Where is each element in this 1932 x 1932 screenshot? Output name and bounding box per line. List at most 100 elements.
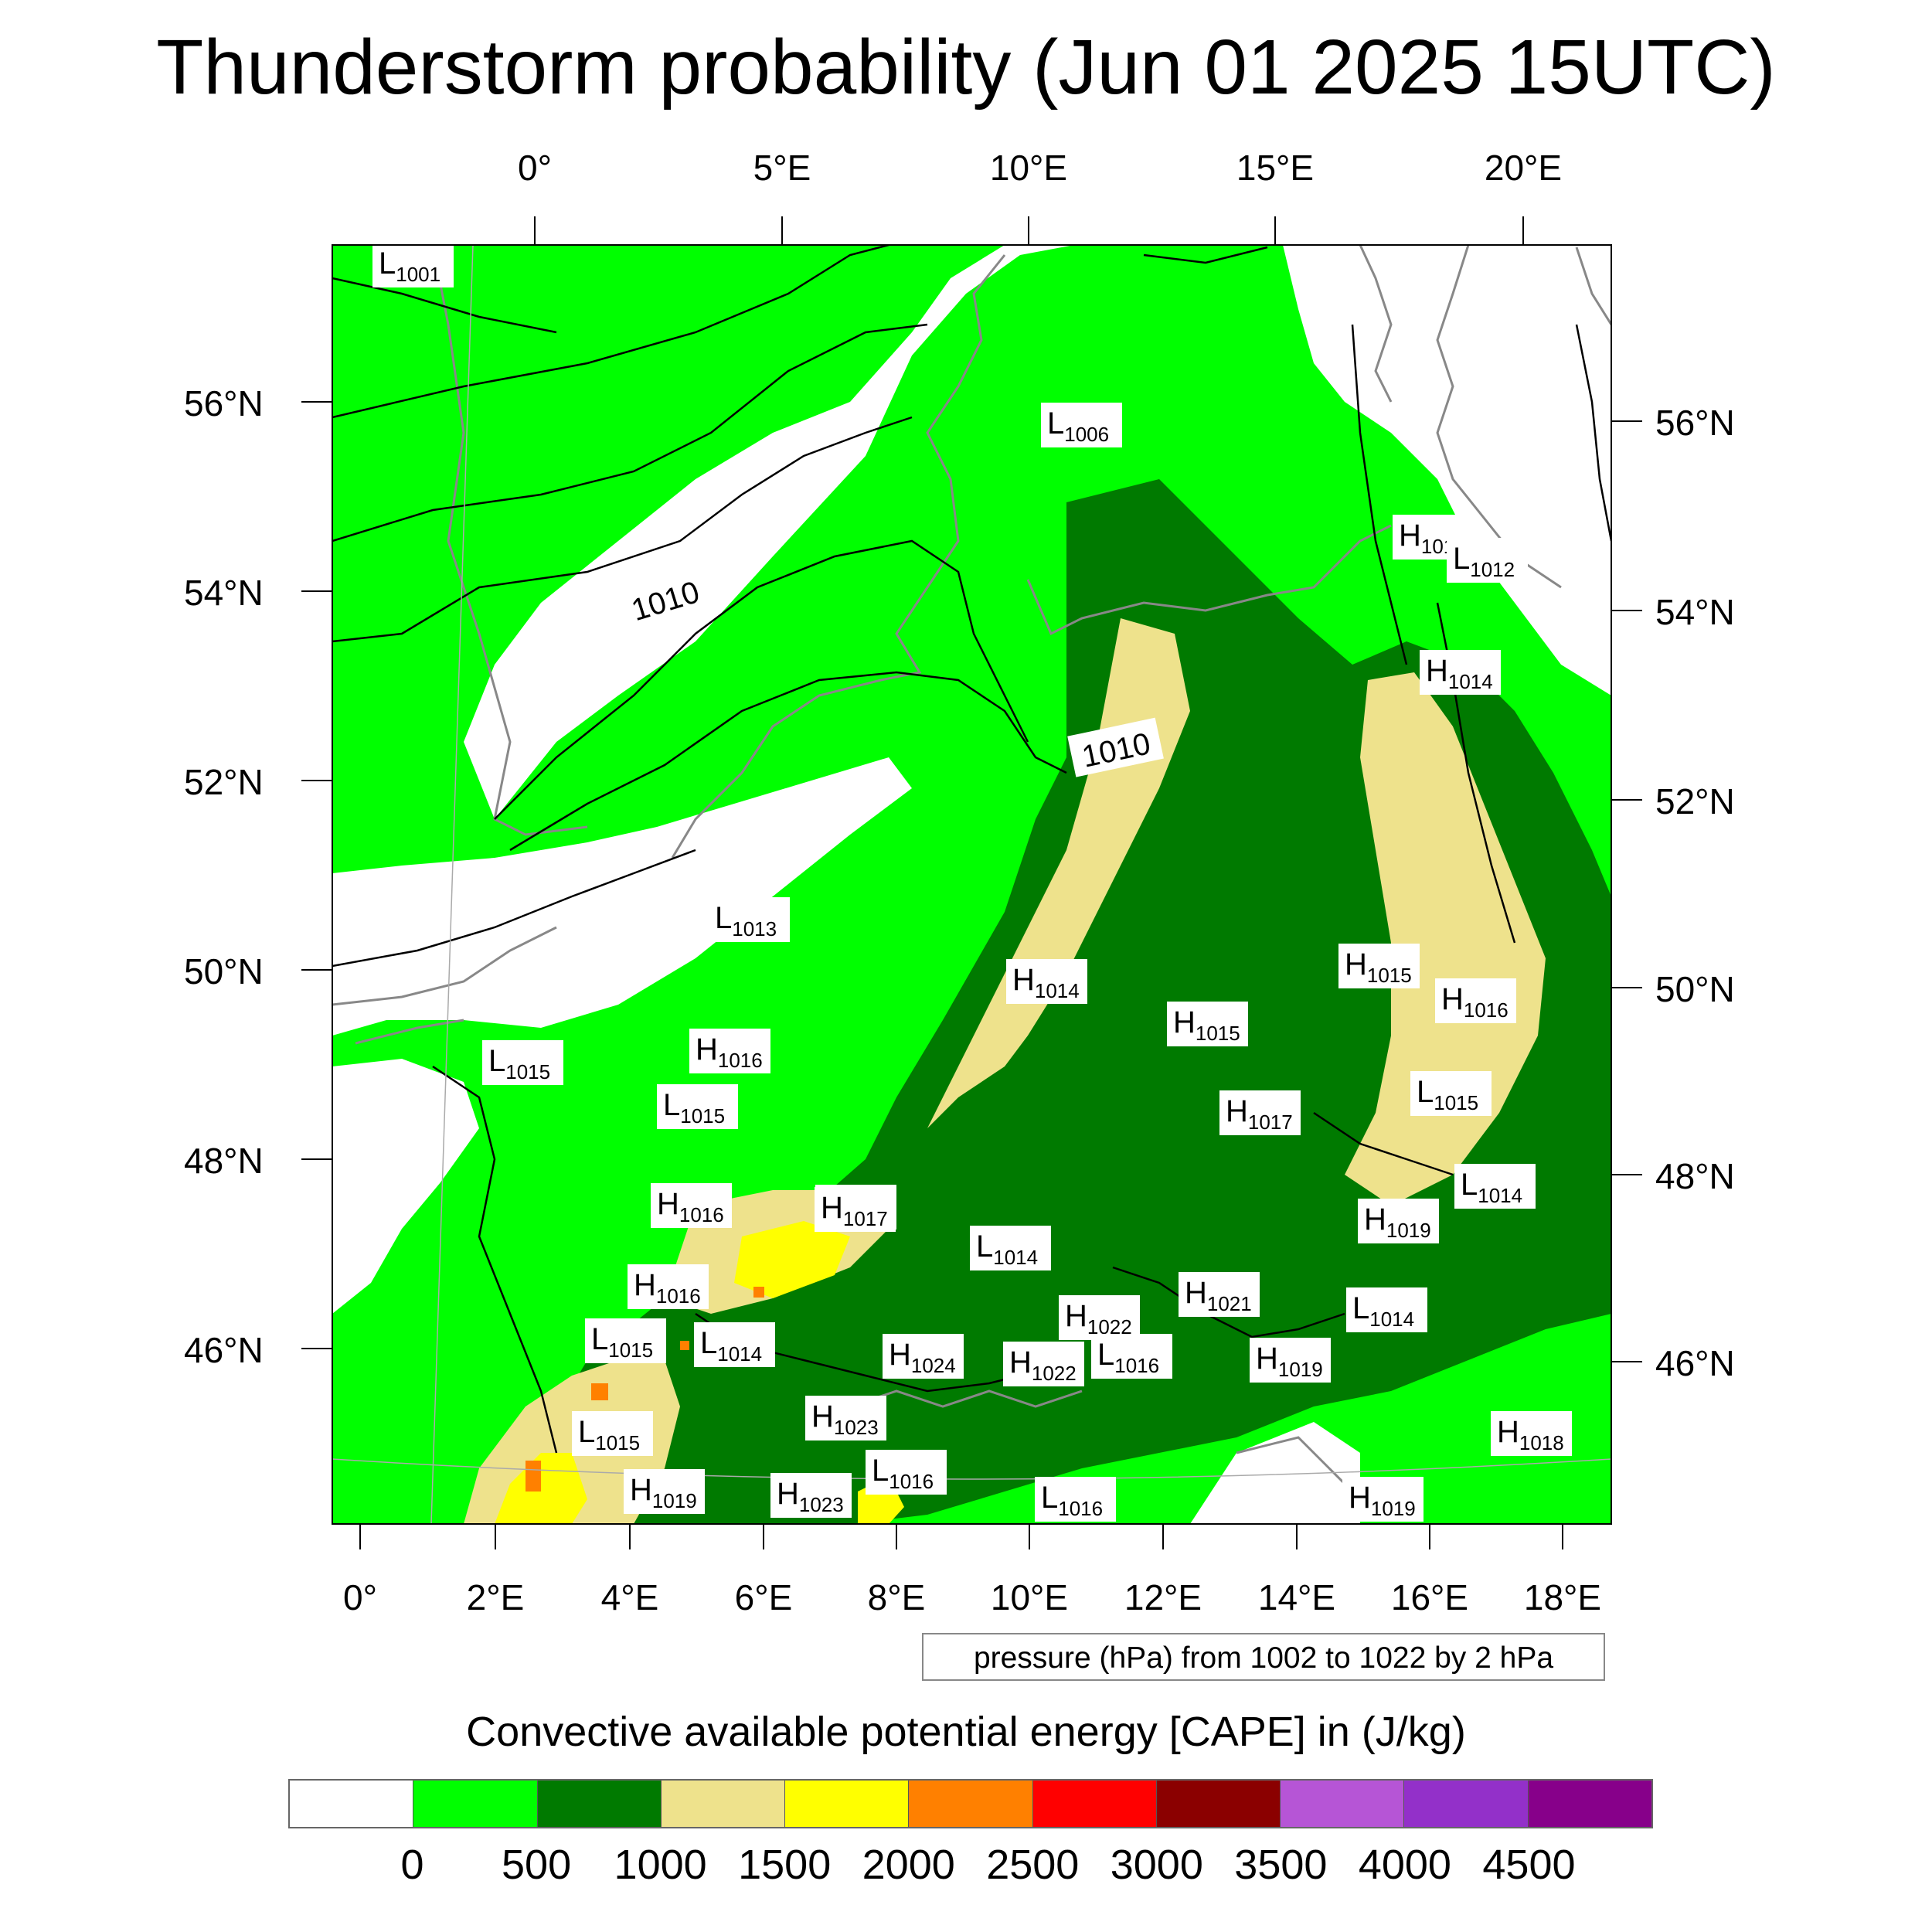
- bottom-lon-tick-8: 16°E: [1390, 1577, 1469, 1617]
- pressure-center-label: H1015: [1173, 1005, 1240, 1045]
- pressure-center-box: [815, 1187, 896, 1232]
- pressure-center-label: H1019: [1364, 1202, 1431, 1242]
- pressure-center-h-13: H1017: [1219, 1090, 1301, 1135]
- right-lat-tick-4: 48°N: [1655, 1156, 1735, 1196]
- pressure-center-h-30: H1023: [805, 1396, 886, 1440]
- pressure-center-h-24: H1022: [1059, 1295, 1140, 1340]
- left-lat-tick-1: 54°N: [184, 573, 264, 613]
- colorbar-label-5: 2500: [986, 1842, 1080, 1888]
- cape-field-white-adriatic: [1190, 1422, 1360, 1524]
- isobars: [332, 245, 1611, 1454]
- pressure-center-label: H1019: [630, 1473, 697, 1512]
- colorbar-title: Convective available potential energy [C…: [466, 1709, 1466, 1755]
- pressure-center-box: [1342, 1477, 1423, 1522]
- cape-field-yellow-1: [734, 1221, 850, 1298]
- pressure-center-l-25: L1014: [1346, 1287, 1427, 1332]
- pressure-center-l-31: L1015: [572, 1411, 653, 1456]
- right-lat-tick-3: 50°N: [1655, 969, 1735, 1009]
- colorbar-label-6: 3000: [1110, 1842, 1203, 1888]
- pressure-center-l-19: L1014: [970, 1226, 1051, 1270]
- pressure-center-h-15: H1016: [651, 1183, 732, 1228]
- pressure-center-l-17: L1014: [1454, 1164, 1536, 1209]
- pressure-center-label: H1018: [1497, 1415, 1564, 1454]
- colorbar-swatch-1: [413, 1781, 538, 1827]
- pressure-center-label: L1014: [1352, 1291, 1414, 1331]
- bottom-lon-tick-0: 0°: [343, 1577, 377, 1617]
- bottom-lon-tick-9: 18°E: [1523, 1577, 1602, 1617]
- pressure-center-box: [1338, 944, 1420, 988]
- colorbar-swatch-8: [1281, 1781, 1405, 1827]
- pressure-center-box: [1410, 1071, 1492, 1116]
- pressure-center-h-29: H1019: [1250, 1338, 1331, 1383]
- pressure-center-label: L1016: [872, 1454, 934, 1493]
- colorbar-label-3: 1500: [738, 1842, 832, 1888]
- pressure-center-label: L1016: [1097, 1338, 1159, 1377]
- cape-field-orange-1: [526, 1461, 541, 1492]
- pressure-center-label: L1014: [700, 1326, 762, 1366]
- bottom-lon-tick-7: 14°E: [1257, 1577, 1336, 1617]
- pressure-center-box: [1091, 1334, 1172, 1379]
- pressure-center-box: [689, 1029, 770, 1073]
- pressure-center-label: H1015: [1345, 947, 1412, 987]
- cape-field-orange-3: [753, 1287, 764, 1298]
- pressure-center-label: L1014: [1461, 1168, 1522, 1207]
- pressure-center-label: H1014: [1426, 654, 1493, 693]
- bottom-lon-tick-2: 4°E: [600, 1577, 659, 1617]
- colorbar-swatch-7: [1156, 1781, 1281, 1827]
- pressure-center-h-37: H1019: [1342, 1477, 1423, 1522]
- left-lat-tick-4: 48°N: [184, 1141, 264, 1181]
- pressure-center-label: H1016: [696, 1032, 763, 1072]
- right-lat-tick-2: 52°N: [1655, 781, 1735, 821]
- pressure-center-box: [572, 1411, 653, 1456]
- bottom-lon-tick-5: 10°E: [990, 1577, 1069, 1617]
- pressure-center-label: L1016: [1041, 1481, 1103, 1520]
- pressure-center-box: [866, 1450, 947, 1495]
- pressure-center-box: [1219, 1090, 1301, 1135]
- pressure-center-h-4: H1014: [1420, 650, 1501, 695]
- pressure-center-box: [1447, 538, 1528, 583]
- pressure-center-box: [624, 1469, 705, 1514]
- pressure-center-box: [482, 1040, 563, 1085]
- pressure-center-label: H1017: [1226, 1094, 1293, 1134]
- left-lat-tick-3: 50°N: [184, 951, 264, 992]
- colorbar-swatch-6: [1032, 1781, 1157, 1827]
- pressure-center-l-5: L1013: [709, 897, 790, 942]
- left-lat-tick-0: 56°N: [184, 383, 264, 423]
- pressure-center-label: H1024: [889, 1338, 956, 1377]
- pressure-center-h-8: H1016: [1435, 978, 1516, 1023]
- pressure-center-h-18: H1019: [1358, 1199, 1439, 1243]
- pressure-center-label: H1019: [1349, 1481, 1416, 1520]
- colorbar-label-9: 4500: [1482, 1842, 1576, 1888]
- coastlines: [332, 245, 1611, 1501]
- bottom-lon-tick-4: 8°E: [867, 1577, 926, 1617]
- pressure-note: pressure (hPa) from 1002 to 1022 by 2 hP…: [922, 1633, 1605, 1681]
- pressure-center-box: [1041, 403, 1122, 447]
- chart-title: Thunderstorm probability (Jun 01 2025 15…: [156, 24, 1776, 111]
- pressure-center-l-12: L1015: [657, 1084, 738, 1129]
- pressure-center-label: H1014: [1012, 963, 1080, 1002]
- pressure-center-h-35: H1023: [770, 1473, 852, 1518]
- pressure-center-l-28: L1016: [1091, 1334, 1172, 1379]
- pressure-center-label: H1019: [1256, 1342, 1323, 1381]
- pressure-center-label: L1014: [976, 1230, 1038, 1269]
- bottom-lon-tick-1: 2°E: [466, 1577, 525, 1617]
- pressure-center-h-26: H1024: [883, 1334, 964, 1379]
- pressure-center-label: L1015: [663, 1088, 725, 1128]
- cape-field-orange-4: [680, 1341, 689, 1350]
- colorbar-swatch-9: [1404, 1781, 1529, 1827]
- pressure-center-box: [372, 243, 454, 287]
- pressure-center-box: [651, 1183, 732, 1228]
- pressure-center-box: [805, 1396, 886, 1440]
- pressure-center-label: L1006: [1047, 406, 1109, 446]
- pressure-center-box: [1167, 1002, 1248, 1046]
- colorbar-swatch-0: [290, 1781, 414, 1827]
- cape-field-white-west: [332, 1059, 479, 1314]
- pressure-center-label: H1016: [1441, 982, 1509, 1022]
- colorbar-swatch-10: [1528, 1781, 1651, 1827]
- bottom-lon-tick-6: 12°E: [1124, 1577, 1202, 1617]
- map-frame: [332, 244, 1612, 1525]
- cape-field-khaki-east: [1345, 672, 1546, 1206]
- colorbar-label-0: 0: [400, 1842, 424, 1888]
- pressure-center-h-6: H1015: [1338, 944, 1420, 988]
